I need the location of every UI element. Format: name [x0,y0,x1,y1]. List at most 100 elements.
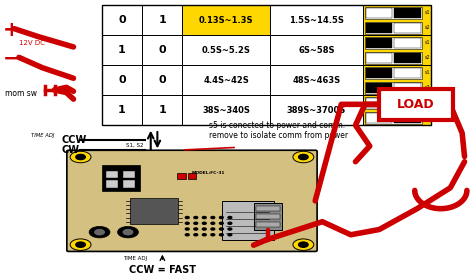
Circle shape [70,239,91,250]
Bar [123,181,135,188]
Text: s2: s2 [424,25,430,30]
Circle shape [95,230,104,235]
Bar [182,95,270,125]
Bar [102,5,431,125]
Circle shape [89,226,110,238]
Circle shape [211,228,215,230]
Bar [379,89,453,120]
Text: 0: 0 [158,45,166,55]
Text: 0.5S~5.2S: 0.5S~5.2S [202,46,251,55]
Bar [256,222,280,227]
Text: CCW = FAST: CCW = FAST [129,265,196,274]
Bar [366,8,392,18]
Text: 6S~58S: 6S~58S [298,46,335,55]
Text: 0: 0 [118,75,126,85]
Bar [142,65,182,95]
Circle shape [299,242,308,247]
Bar [123,171,135,178]
FancyBboxPatch shape [67,150,317,252]
Bar [366,83,392,93]
Circle shape [185,216,189,219]
Bar [366,68,392,78]
Bar [394,113,421,122]
Text: 38S~340S: 38S~340S [202,106,250,115]
Text: −: − [3,49,20,69]
Bar [221,201,273,240]
Text: 48S~463S: 48S~463S [292,76,340,85]
Bar [102,165,140,191]
Text: +: + [3,20,21,40]
Text: mom sw: mom sw [5,89,37,98]
Bar [394,68,421,78]
Text: 1: 1 [158,15,166,25]
Circle shape [185,234,189,236]
Text: 12V DC: 12V DC [19,40,45,46]
Circle shape [202,234,206,236]
Text: 0.13S~1.3S: 0.13S~1.3S [199,16,254,25]
Bar [270,35,363,65]
Bar [365,22,422,34]
Circle shape [293,151,314,163]
Circle shape [228,222,232,224]
Bar [254,204,282,230]
Circle shape [228,216,232,219]
Bar [394,83,421,93]
Circle shape [228,234,232,236]
Bar [363,95,431,125]
Bar [142,35,182,65]
Bar [256,214,280,219]
Text: 0: 0 [118,15,126,25]
Circle shape [219,234,223,236]
Text: s1: s1 [424,70,430,75]
Circle shape [211,222,215,224]
Bar [394,8,421,18]
Bar [366,113,392,122]
Bar [394,98,421,108]
Text: 1: 1 [158,105,166,115]
Circle shape [219,228,223,230]
Bar [365,7,422,19]
Bar [270,65,363,95]
Bar [188,173,196,179]
Bar [365,97,422,109]
Bar [130,198,178,224]
Bar [270,95,363,125]
Bar [256,206,280,211]
Circle shape [194,222,198,224]
Bar [102,5,142,35]
Text: LOAD: LOAD [397,98,435,111]
Bar [365,112,422,124]
Bar [365,52,422,64]
Bar [394,38,421,48]
Circle shape [202,222,206,224]
Bar [182,65,270,95]
Bar [106,181,118,188]
Bar [366,23,392,33]
Bar [106,171,118,178]
Text: s1: s1 [424,10,430,15]
Text: 0: 0 [158,75,166,85]
Circle shape [185,222,189,224]
Text: s1: s1 [424,40,430,45]
Bar [365,37,422,49]
Circle shape [202,216,206,219]
Text: 389S~3700S: 389S~3700S [287,106,346,115]
Bar [177,173,186,179]
Circle shape [219,222,223,224]
Text: 1: 1 [118,45,126,55]
Bar [365,67,422,79]
Circle shape [194,216,198,219]
Text: s2: s2 [424,55,430,60]
Bar [182,5,270,35]
Text: s5 is conected to power and comm.
remove to isolate comm from power: s5 is conected to power and comm. remove… [209,121,348,140]
Bar [363,65,431,95]
Text: MODEL:FC-31: MODEL:FC-31 [192,171,226,175]
Circle shape [228,228,232,230]
Circle shape [76,242,85,247]
Circle shape [76,155,85,160]
Bar [365,82,422,94]
Circle shape [299,155,308,160]
Text: 1.5S~14.5S: 1.5S~14.5S [289,16,344,25]
Circle shape [211,234,215,236]
Text: s2: s2 [424,115,430,120]
